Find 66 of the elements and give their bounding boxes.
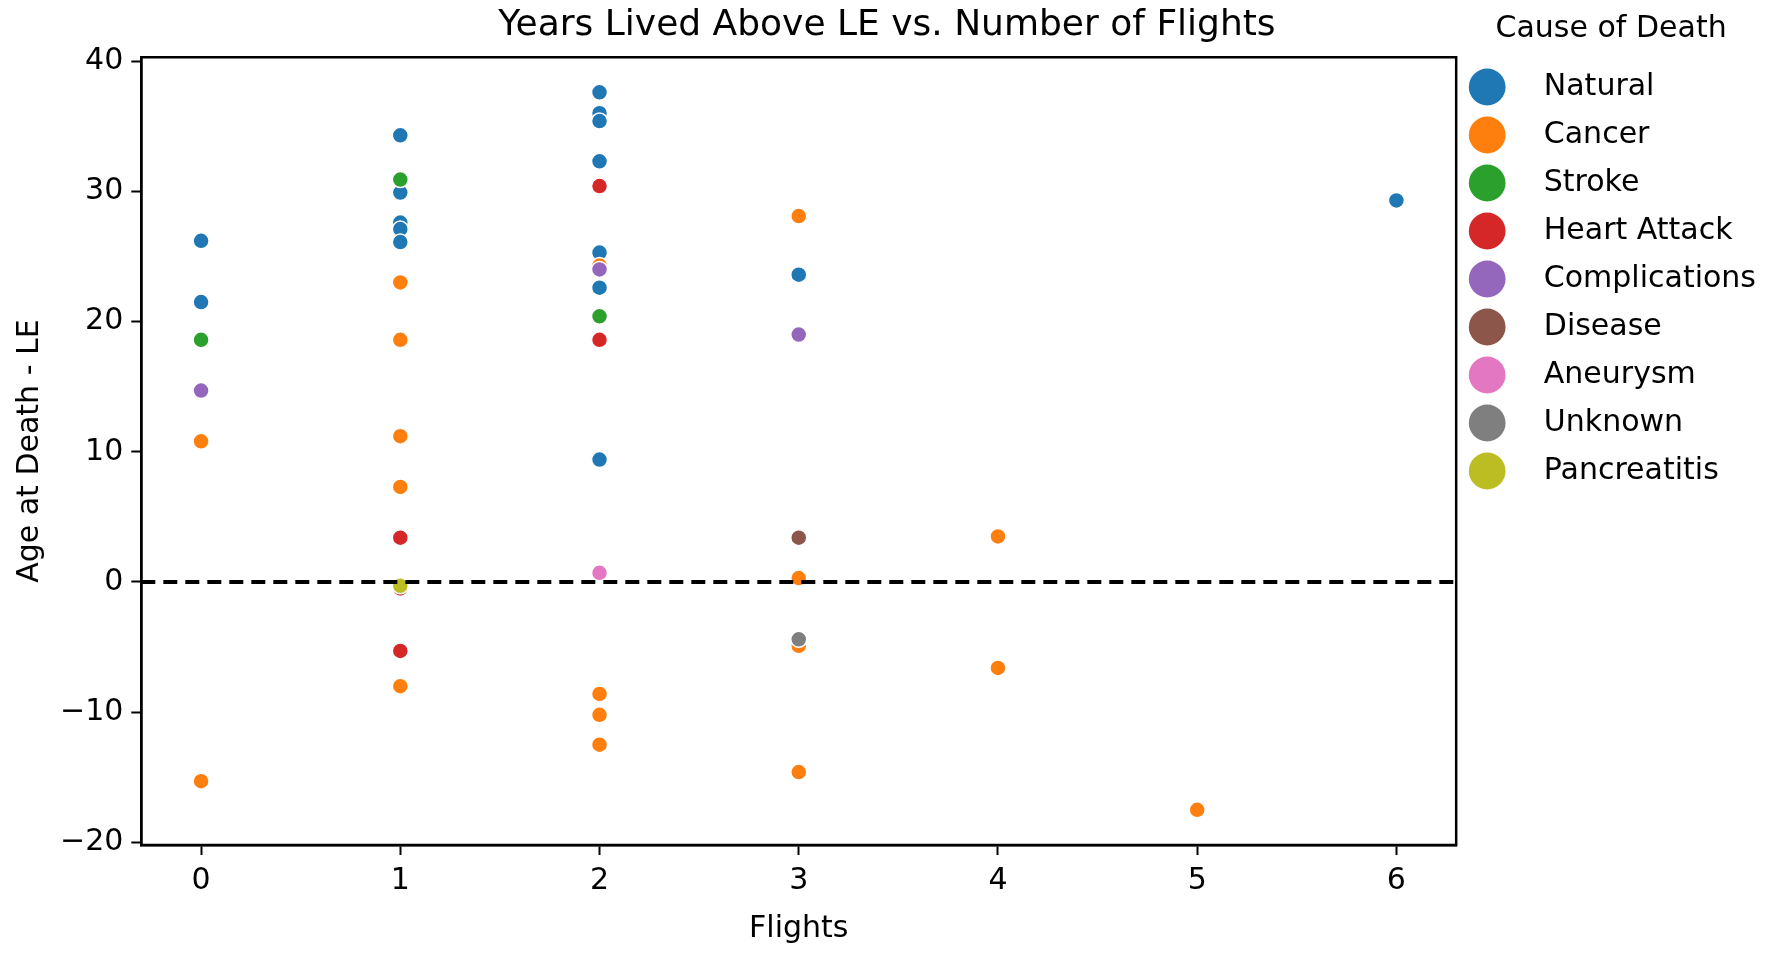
point (391, 126, 410, 145)
y-tick-label: 0 (104, 561, 124, 597)
chart-title: Years Lived Above LE vs. Number of Flights (497, 1, 1276, 43)
legend-label: Natural (1515, 66, 1655, 102)
x-tick-label: 0 (191, 860, 211, 896)
point (790, 265, 808, 284)
point (391, 478, 410, 496)
point (192, 772, 210, 790)
y-tick-label: 10 (85, 431, 124, 467)
y-tick-label: 30 (85, 171, 124, 207)
point (590, 706, 609, 724)
x-tick-label: 3 (789, 860, 809, 896)
point (192, 331, 210, 349)
point (590, 152, 609, 171)
point (790, 528, 808, 547)
point (790, 325, 808, 344)
point (192, 381, 210, 400)
legend-label: Heart Attack (1515, 210, 1734, 246)
point (1387, 191, 1406, 210)
point (590, 331, 609, 349)
point (590, 260, 609, 279)
point (590, 177, 609, 195)
point (192, 232, 210, 250)
point (989, 527, 1007, 546)
point (590, 278, 609, 297)
point (790, 207, 808, 225)
y-axis-title: Age at Death - LE (9, 319, 45, 583)
point (590, 112, 609, 130)
point (391, 677, 410, 695)
point (590, 685, 609, 703)
point (391, 331, 410, 349)
legend-title: Cause of Death (1495, 8, 1727, 44)
point (1188, 801, 1206, 819)
x-tick-label: 2 (589, 860, 610, 896)
point (192, 432, 210, 451)
x-tick-label: 1 (390, 860, 410, 896)
y-tick-label: −20 (60, 822, 124, 858)
point (590, 564, 609, 582)
legend-label: Pancreatitis (1515, 450, 1719, 486)
legend-label: Aneurysm (1515, 354, 1696, 390)
y-tick-label: 40 (85, 40, 124, 76)
legend-label: Unknown (1515, 402, 1684, 438)
point (391, 427, 410, 445)
point (391, 170, 410, 189)
y-tick-label: −10 (60, 691, 124, 727)
point (989, 659, 1007, 677)
point (590, 83, 609, 102)
point (391, 233, 410, 251)
x-tick-label: 4 (988, 860, 1008, 896)
x-tick-label: 6 (1386, 860, 1406, 896)
legend-label: Cancer (1515, 114, 1651, 150)
point (790, 630, 808, 649)
point (391, 528, 410, 547)
point (590, 735, 609, 754)
point (391, 273, 410, 292)
legend-label: Complications (1515, 258, 1757, 294)
x-tick-label: 5 (1187, 860, 1207, 896)
legend-label: Disease (1515, 306, 1662, 342)
legend-label: Stroke (1515, 162, 1640, 198)
point (590, 450, 609, 469)
x-axis-title: Flights (749, 908, 849, 944)
point (391, 642, 410, 660)
y-tick-label: 20 (85, 301, 124, 337)
point (590, 307, 609, 326)
point (790, 763, 808, 781)
point (192, 293, 210, 311)
